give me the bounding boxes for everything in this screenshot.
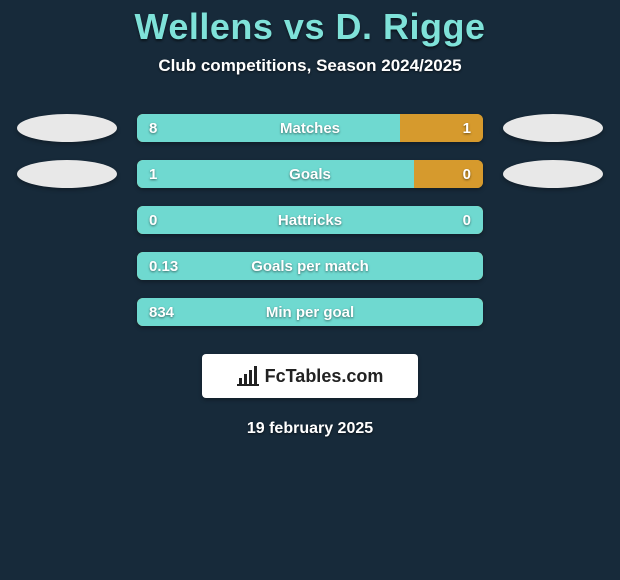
side-slot-right: [503, 298, 603, 326]
stat-label: Min per goal: [137, 298, 483, 326]
stat-value-right: 0: [463, 206, 471, 234]
date-label: 19 february 2025: [247, 420, 373, 438]
brand-badge: FcTables.com: [202, 354, 418, 398]
side-slot-left: [17, 298, 117, 326]
stat-row: 0Hattricks0: [0, 206, 620, 234]
player-ellipse-right: [503, 114, 603, 142]
stat-value-right: 1: [463, 114, 471, 142]
stat-label: Goals: [137, 160, 483, 188]
stat-bar: 834Min per goal: [137, 298, 483, 326]
side-slot-right: [503, 160, 603, 188]
stats-list: 8Matches11Goals00Hattricks00.13Goals per…: [0, 114, 620, 326]
side-slot-right: [503, 252, 603, 280]
stat-row: 8Matches1: [0, 114, 620, 142]
side-slot-left: [17, 206, 117, 234]
side-slot-right: [503, 114, 603, 142]
side-slot-left: [17, 114, 117, 142]
stat-row: 0.13Goals per match: [0, 252, 620, 280]
stat-label: Goals per match: [137, 252, 483, 280]
page-subtitle: Club competitions, Season 2024/2025: [158, 56, 461, 76]
page-title: Wellens vs D. Rigge: [135, 6, 486, 48]
player-ellipse-left: [17, 160, 117, 188]
player-ellipse-right: [503, 160, 603, 188]
stat-bar: 0Hattricks0: [137, 206, 483, 234]
side-slot-right: [503, 206, 603, 234]
stat-bar: 8Matches1: [137, 114, 483, 142]
stat-bar: 1Goals0: [137, 160, 483, 188]
stat-bar: 0.13Goals per match: [137, 252, 483, 280]
stat-value-right: 0: [463, 160, 471, 188]
side-slot-left: [17, 252, 117, 280]
brand-text: FcTables.com: [265, 366, 384, 387]
player-ellipse-left: [17, 114, 117, 142]
side-slot-left: [17, 160, 117, 188]
stat-label: Hattricks: [137, 206, 483, 234]
stat-row: 834Min per goal: [0, 298, 620, 326]
stat-row: 1Goals0: [0, 160, 620, 188]
chart-icon: [237, 366, 259, 386]
stat-label: Matches: [137, 114, 483, 142]
comparison-card: Wellens vs D. Rigge Club competitions, S…: [0, 0, 620, 580]
